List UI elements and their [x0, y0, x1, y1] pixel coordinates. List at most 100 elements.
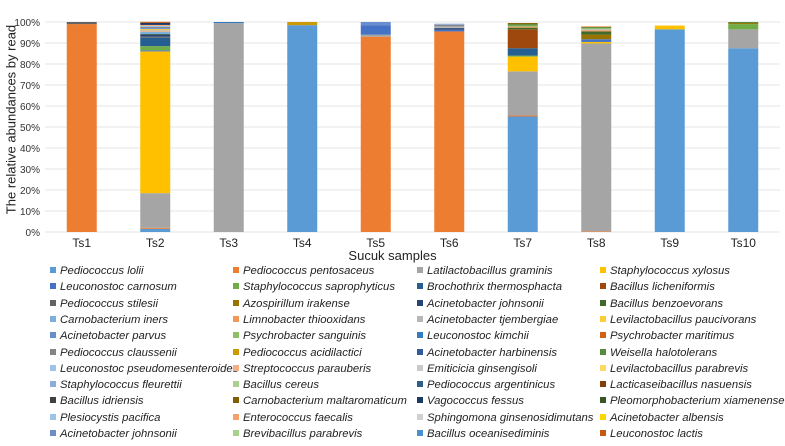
legend-swatch — [417, 364, 423, 371]
legend-swatch — [50, 364, 56, 371]
legend-label: Pleomorphobacterium xiamenense — [610, 395, 785, 408]
legend-swatch — [50, 267, 56, 273]
legend-label: Levilactobacillus parabrevis — [610, 362, 749, 375]
legend-item: Leuconostoc lactis — [600, 428, 703, 440]
bar-segment — [728, 23, 759, 25]
legend-swatch — [233, 364, 239, 371]
bar-segment — [507, 55, 538, 57]
bar-segment — [434, 31, 465, 233]
legend-item: Levilactobacillus paucivorans — [600, 314, 756, 326]
bar-segment — [507, 116, 538, 232]
legend-label: Staphylococcus fleurettii — [60, 379, 182, 392]
y-tick-label: 100% — [14, 18, 40, 29]
legend-swatch — [233, 299, 239, 306]
x-tick-label: Ts3 — [219, 236, 238, 250]
legend-label: Carnobacterium iners — [60, 313, 168, 326]
legend-swatch — [417, 267, 423, 273]
legend-label: Staphylococcus saprophyticus — [243, 281, 395, 294]
legend-item: Pediococcus pentosaceus — [233, 265, 374, 277]
legend-swatch — [233, 267, 239, 273]
y-tick-labels: 0% 10% 20% 30% 40% 50% 60% 70% 80% 90% 100% — [14, 18, 40, 239]
legend-swatch — [600, 315, 606, 322]
bar-segment — [507, 48, 538, 56]
bar-segment — [140, 27, 171, 29]
legend-item: Staphylococcus fleurettii — [50, 379, 182, 391]
bar-segment — [213, 23, 244, 232]
legend-label: Lacticaseibacillus nasuensis — [610, 379, 752, 392]
legend-label: Plesiocystis pacifica — [60, 411, 161, 424]
legend-swatch — [600, 299, 606, 306]
legend-item: Weisella halotolerans — [600, 347, 717, 359]
legend-item: Enterococcus faecalis — [233, 412, 353, 424]
legend-item: Streptococcus parauberis — [233, 363, 371, 375]
legend-swatch — [600, 397, 606, 404]
bar-segment — [581, 29, 612, 31]
legend-swatch — [417, 299, 423, 306]
legend-label: Leuconostoc carnosum — [60, 281, 177, 294]
legend-label: Streptococcus parauberis — [243, 362, 372, 375]
bar-segment — [140, 31, 171, 34]
legend-label: Limnobacter thiooxidans — [243, 313, 366, 326]
legend-swatch — [600, 430, 606, 436]
legend-item: Pediococcus stilesii — [50, 298, 158, 310]
legend-swatch — [600, 283, 606, 290]
bar-segment — [507, 56, 538, 72]
x-tick-label: Ts1 — [72, 236, 91, 250]
bar-segment — [507, 26, 538, 28]
legend-swatch — [600, 364, 606, 371]
legend-item: Limnobacter thiooxidans — [233, 314, 365, 326]
bar-segment — [140, 193, 171, 228]
legend-swatch — [50, 348, 56, 355]
legend-swatch — [600, 381, 606, 388]
bar-segment — [581, 27, 612, 29]
bar-segment — [66, 24, 97, 232]
y-tick-label: 60% — [20, 102, 40, 113]
legend-item: Pediococcus lolii — [50, 265, 144, 277]
legend-swatch — [233, 397, 239, 404]
legend-swatch — [50, 381, 56, 388]
bar-segment — [728, 29, 759, 49]
x-tick-label: Ts9 — [660, 236, 679, 250]
x-tick-label: Ts8 — [587, 236, 606, 250]
x-tick-label: Ts10 — [731, 236, 757, 250]
legend-item: Psychrobacter maritimus — [600, 330, 734, 342]
bar-segment — [507, 25, 538, 27]
legend-swatch — [233, 283, 239, 290]
bar-segment — [581, 231, 612, 232]
legend-item: Brevibacillus parabrevis — [233, 428, 362, 440]
legend-label: Pediococcus acidilactici — [243, 346, 362, 359]
bar-segment — [140, 22, 171, 25]
bar-segment — [140, 24, 171, 26]
bar-segment — [360, 25, 391, 35]
legend-item: Pediococcus acidilactici — [233, 347, 362, 359]
legend-item: Vagococcus fessus — [417, 395, 524, 407]
legend-swatch — [600, 267, 606, 273]
legend-item: Sphingomona ginsenosidimutans — [417, 412, 593, 424]
legend-item: Latilactobacillus graminis — [417, 265, 553, 277]
legend-item: Brochothrix thermosphacta — [417, 281, 562, 293]
legend-item: Acinetobacter parvus — [50, 330, 166, 342]
legend-item: Psychrobacter sanguinis — [233, 330, 366, 342]
bar-segment — [140, 28, 171, 30]
bar-segment — [140, 33, 171, 35]
legend-item: Bacillus idriensis — [50, 395, 144, 407]
bar-segment — [140, 29, 171, 31]
bars — [66, 21, 759, 233]
bar-segment — [213, 22, 244, 24]
legend-label: Acinetobacter harbinensis — [427, 346, 557, 359]
legend-label: Latilactobacillus graminis — [427, 265, 553, 277]
legend-item: Acinetobacter harbinensis — [417, 347, 557, 359]
bar-segment — [287, 25, 318, 233]
legend-swatch — [50, 332, 56, 339]
bar-segment — [581, 43, 612, 232]
x-tick-label: Ts7 — [513, 236, 532, 250]
bar-segment — [581, 41, 612, 44]
legend-swatch — [233, 348, 239, 355]
bar-segment — [140, 21, 171, 23]
bar-segment — [728, 48, 759, 232]
bar-segment — [140, 37, 171, 47]
bar-segment — [434, 23, 465, 25]
bar-segment — [507, 71, 538, 116]
bar-segment — [360, 34, 391, 37]
legend-swatch — [50, 397, 56, 404]
